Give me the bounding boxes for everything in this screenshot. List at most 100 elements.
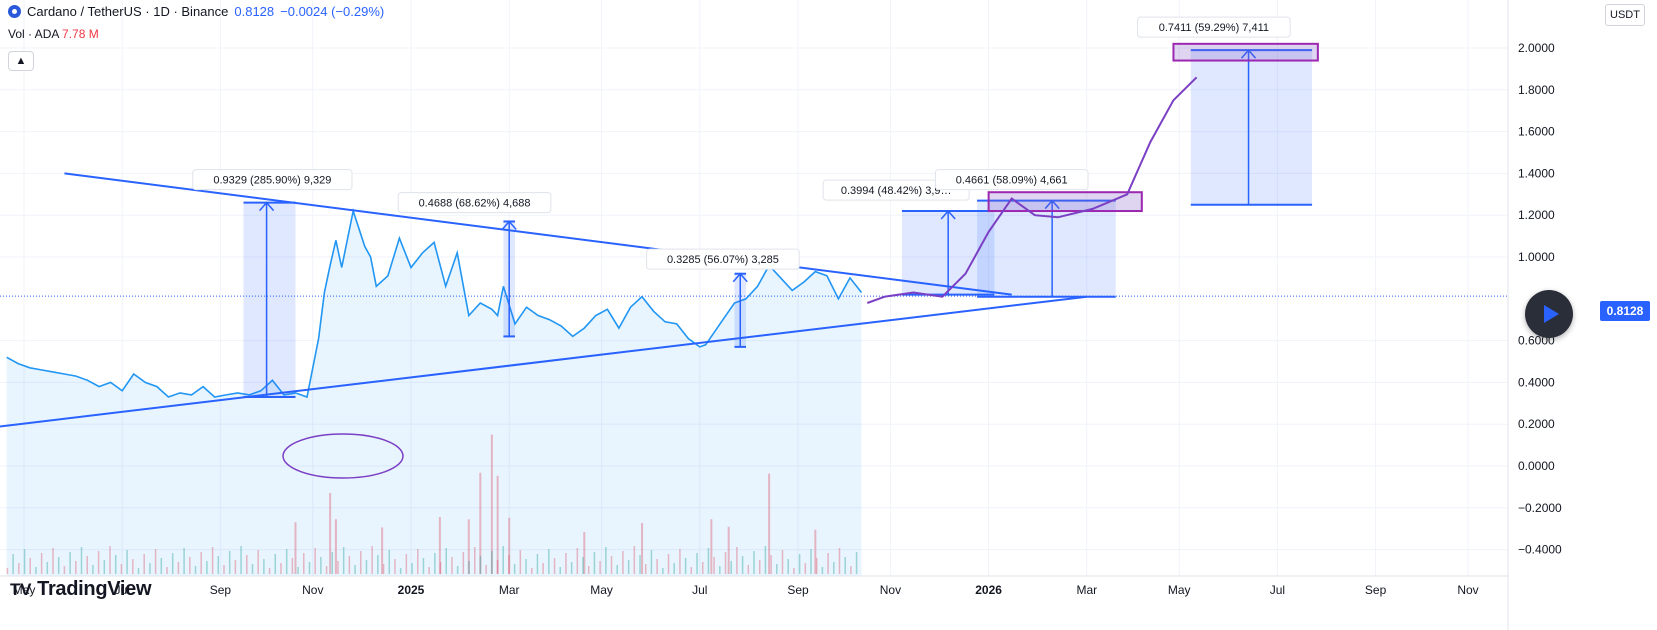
volume-bar xyxy=(223,565,225,574)
volume-bar xyxy=(713,557,715,574)
x-tick-label: Jul xyxy=(692,583,707,597)
x-tick-label: Jul xyxy=(115,583,130,597)
measure-label: 0.9329 (285.90%) 9,329 xyxy=(213,175,331,187)
volume-bar xyxy=(587,566,590,574)
volume-bar xyxy=(189,557,191,574)
volume-bar xyxy=(627,560,630,574)
volume-bar xyxy=(12,554,14,574)
volume-bar xyxy=(519,550,522,574)
volume-bar xyxy=(553,558,556,574)
volume-bar xyxy=(815,558,818,574)
x-tick-label: May xyxy=(590,583,613,597)
symbol-header[interactable]: Cardano / TetherUS · 1D · Binance 0.8128… xyxy=(8,4,384,19)
measure-label-box xyxy=(397,192,552,214)
volume-bar xyxy=(445,548,448,574)
volume-bar xyxy=(525,559,527,574)
y-tick-label: 1.6000 xyxy=(1518,125,1555,139)
volume-bar xyxy=(462,552,465,574)
target-zone-box xyxy=(1172,42,1319,62)
volume-bar xyxy=(821,567,824,574)
volume-bar xyxy=(132,559,134,574)
volume-bar xyxy=(354,565,356,574)
support-trendline xyxy=(0,295,1087,428)
tradingview-logo[interactable]: TV TradingView xyxy=(10,578,152,601)
volume-bar xyxy=(844,557,846,574)
volume-legend[interactable]: Vol · ADA 7.78 M xyxy=(8,27,99,41)
volume-bar xyxy=(308,562,311,574)
volume-bar xyxy=(616,565,618,574)
volume-bar xyxy=(610,556,613,574)
volume-bar xyxy=(724,552,727,574)
volume-bar xyxy=(536,554,539,574)
volume-bar xyxy=(582,557,584,574)
volume-bar xyxy=(644,564,647,574)
projected-price-path xyxy=(866,76,1198,304)
volume-bar xyxy=(456,566,459,574)
volume-bar xyxy=(217,556,220,574)
volume-bar xyxy=(768,473,771,574)
volume-bar xyxy=(291,558,294,574)
volume-bar xyxy=(297,567,299,574)
volume-bar xyxy=(211,547,214,574)
volume-bars xyxy=(6,434,858,574)
measure-arrowhead xyxy=(732,272,748,283)
volume-bar xyxy=(530,568,533,574)
chevron-up-icon[interactable]: ▲ xyxy=(8,51,34,71)
volume-bar xyxy=(194,566,197,574)
volume-bar xyxy=(502,546,504,574)
volume-bar xyxy=(776,564,778,574)
chart-drawings[interactable]: 0.9329 (285.90%) 9,329 0.4688 (68.62%) 4,… xyxy=(0,16,1319,479)
volume-bar xyxy=(827,553,829,574)
highlight-circle xyxy=(282,433,404,479)
play-icon[interactable] xyxy=(1525,290,1573,338)
y-tick-label: 1.0000 xyxy=(1518,250,1555,264)
volume-bar xyxy=(377,555,379,574)
volume-bar xyxy=(334,519,337,574)
current-price-tag: 0.8128 xyxy=(1600,301,1650,321)
volume-bar xyxy=(850,566,852,574)
volume-bar xyxy=(80,547,83,574)
volume-bar xyxy=(513,564,516,574)
cardano-logo-icon xyxy=(8,5,21,18)
volume-bar xyxy=(814,529,817,574)
volume-bar xyxy=(381,527,384,574)
volume-bar xyxy=(496,475,499,574)
volume-bar xyxy=(673,563,675,574)
measure-arrowhead xyxy=(1044,199,1060,210)
volume-bar xyxy=(833,562,835,574)
volume-bar xyxy=(103,560,106,574)
volume-bar xyxy=(434,553,436,574)
volume-bar xyxy=(240,546,242,574)
resistance-trendline xyxy=(64,172,1012,296)
volume-bar xyxy=(388,550,391,574)
volume-bar xyxy=(394,559,396,574)
volume-bar xyxy=(171,553,174,574)
volume-bar xyxy=(325,566,328,574)
y-tick-label: 0.4000 xyxy=(1518,375,1555,389)
volume-bar xyxy=(86,556,88,574)
volume-bar xyxy=(641,523,644,574)
volume-bar xyxy=(485,565,487,574)
brand-name: TradingView xyxy=(37,578,152,600)
volume-bar xyxy=(382,564,385,574)
volume-bar xyxy=(337,561,339,574)
y-tick-label: −0.2000 xyxy=(1518,501,1562,515)
measure-arrowhead xyxy=(501,220,517,230)
volume-bar xyxy=(314,548,316,574)
volume-bar xyxy=(6,568,9,574)
volume-bar xyxy=(593,552,596,574)
measure-label-box xyxy=(646,248,800,270)
volume-bar xyxy=(439,562,442,574)
volume-bar xyxy=(764,546,767,574)
volume-bar xyxy=(126,550,128,574)
unit-label[interactable]: USDT xyxy=(1605,4,1645,26)
volume-bar xyxy=(149,563,151,574)
y-tick-label: 0.2000 xyxy=(1518,417,1555,431)
measure-label-box xyxy=(192,169,353,191)
volume-bar xyxy=(183,548,185,574)
volume-bar xyxy=(280,563,282,574)
volume-bar xyxy=(109,546,111,574)
volume-bar xyxy=(251,564,254,574)
symbol-title[interactable]: Cardano / TetherUS · 1D · Binance xyxy=(27,4,229,19)
